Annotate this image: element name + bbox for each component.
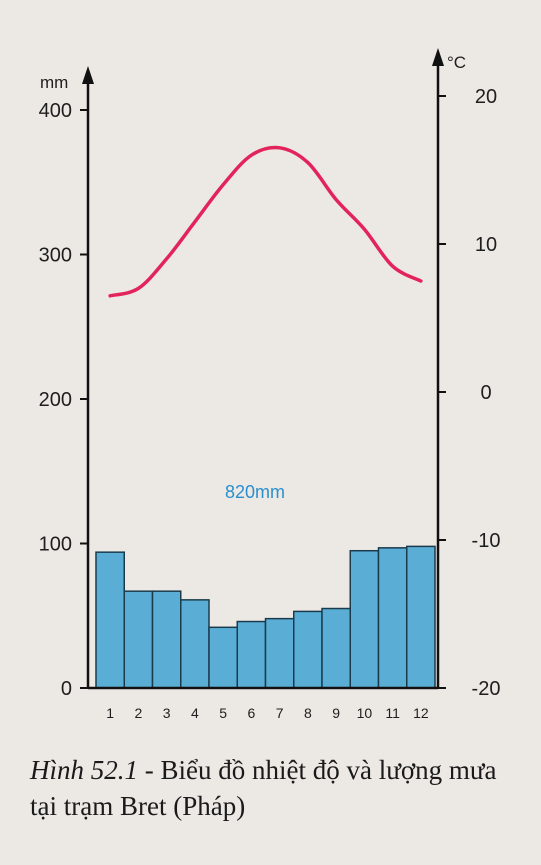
left-tick-label: 400 — [39, 100, 72, 122]
month-label: 6 — [247, 705, 255, 721]
month-label: 1 — [106, 705, 114, 721]
month-label: 12 — [413, 705, 429, 721]
figure-number: Hình 52.1 — [30, 755, 138, 785]
month-label: 11 — [385, 705, 400, 721]
month-label: 2 — [134, 705, 142, 721]
left-axis-arrow — [82, 66, 94, 84]
precipitation-bar — [208, 626, 238, 689]
right-tick-label: -10 — [472, 530, 501, 552]
precipitation-bar — [377, 547, 408, 689]
month-labels: 1 2 3 4 5 6 7 8 9 10 11 12 — [106, 705, 429, 721]
left-tick-label: 100 — [39, 534, 72, 556]
precipitation-bar — [406, 545, 436, 689]
month-label: 4 — [191, 705, 199, 721]
left-tick-label: 0 — [61, 678, 72, 700]
left-tick-label: 300 — [39, 245, 72, 267]
month-label: 5 — [219, 705, 227, 721]
precipitation-bar — [293, 610, 323, 689]
chart-axes — [82, 48, 444, 690]
right-tick-label: -20 — [472, 678, 501, 700]
precipitation-bar — [151, 590, 182, 689]
precipitation-bar — [321, 607, 351, 689]
month-label: 8 — [304, 705, 312, 721]
left-axis-ticks: 0 100 200 300 400 — [39, 100, 88, 700]
precipitation-bar — [349, 549, 380, 689]
precipitation-bars — [95, 545, 436, 689]
month-label: 3 — [163, 705, 171, 721]
precipitation-bar — [264, 617, 295, 689]
left-axis-unit: mm — [40, 73, 68, 92]
figure-caption: Hình 52.1 - Biểu đồ nhiệt độ và lượng mư… — [30, 752, 530, 824]
month-label: 7 — [276, 705, 284, 721]
right-axis-ticks: -20 -10 0 10 20 — [438, 86, 500, 700]
precipitation-bar — [236, 620, 267, 689]
right-axis-unit: °C — [447, 53, 466, 72]
month-label: 10 — [357, 705, 373, 721]
precipitation-bar — [180, 599, 210, 689]
right-tick-label: 10 — [475, 234, 497, 256]
month-label: 9 — [332, 705, 340, 721]
right-axis-arrow — [432, 48, 444, 66]
temperature-line — [108, 145, 423, 298]
figure-caption-text: - Biểu đồ nhiệt độ và lượng mưa tại trạm… — [30, 755, 497, 821]
right-tick-label: 0 — [480, 382, 491, 404]
left-tick-label: 200 — [39, 389, 72, 411]
precipitation-bar — [95, 551, 125, 689]
precipitation-bar — [123, 590, 154, 689]
right-tick-label: 20 — [475, 86, 497, 108]
precipitation-total-label: 820mm — [225, 482, 285, 502]
